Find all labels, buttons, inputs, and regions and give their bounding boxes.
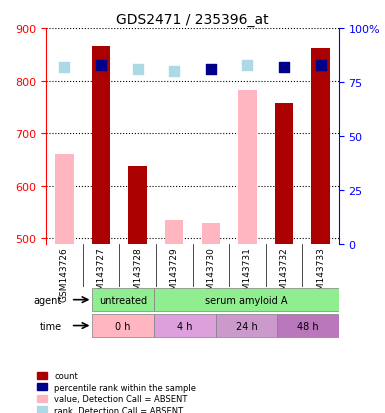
Text: time: time: [40, 321, 62, 331]
Point: [98, 62, 104, 69]
Text: GSM143731: GSM143731: [243, 246, 252, 301]
Bar: [92, 288, 154, 311]
Bar: [165, 221, 183, 244]
Text: GSM143730: GSM143730: [206, 246, 215, 301]
Point: [171, 69, 177, 75]
Text: GSM143733: GSM143733: [316, 246, 325, 301]
Bar: [154, 288, 339, 311]
Bar: [275, 104, 293, 244]
Text: GSM143728: GSM143728: [133, 246, 142, 301]
Point: [244, 62, 251, 69]
Legend: count, percentile rank within the sample, value, Detection Call = ABSENT, rank, : count, percentile rank within the sample…: [35, 369, 199, 413]
Bar: [311, 49, 330, 244]
Bar: [238, 90, 256, 244]
Point: [135, 66, 141, 73]
Text: GSM143726: GSM143726: [60, 246, 69, 301]
Text: agent: agent: [33, 295, 62, 305]
Text: 48 h: 48 h: [297, 321, 319, 331]
Bar: [129, 166, 147, 244]
Text: 24 h: 24 h: [236, 321, 257, 331]
Bar: [92, 47, 110, 244]
Text: GSM143732: GSM143732: [280, 246, 288, 301]
Bar: [216, 314, 277, 337]
Text: 4 h: 4 h: [177, 321, 192, 331]
Text: GSM143729: GSM143729: [170, 246, 179, 301]
Point: [208, 66, 214, 73]
Point: [281, 64, 287, 71]
Text: 0 h: 0 h: [116, 321, 131, 331]
Text: serum amyloid A: serum amyloid A: [205, 295, 288, 305]
Text: GSM143727: GSM143727: [97, 246, 105, 301]
Title: GDS2471 / 235396_at: GDS2471 / 235396_at: [116, 12, 269, 26]
Bar: [277, 314, 339, 337]
Bar: [55, 155, 74, 244]
Text: untreated: untreated: [99, 295, 147, 305]
Bar: [202, 223, 220, 244]
Bar: [154, 314, 216, 337]
Point: [61, 64, 68, 71]
Point: [318, 62, 324, 69]
Bar: [92, 314, 154, 337]
